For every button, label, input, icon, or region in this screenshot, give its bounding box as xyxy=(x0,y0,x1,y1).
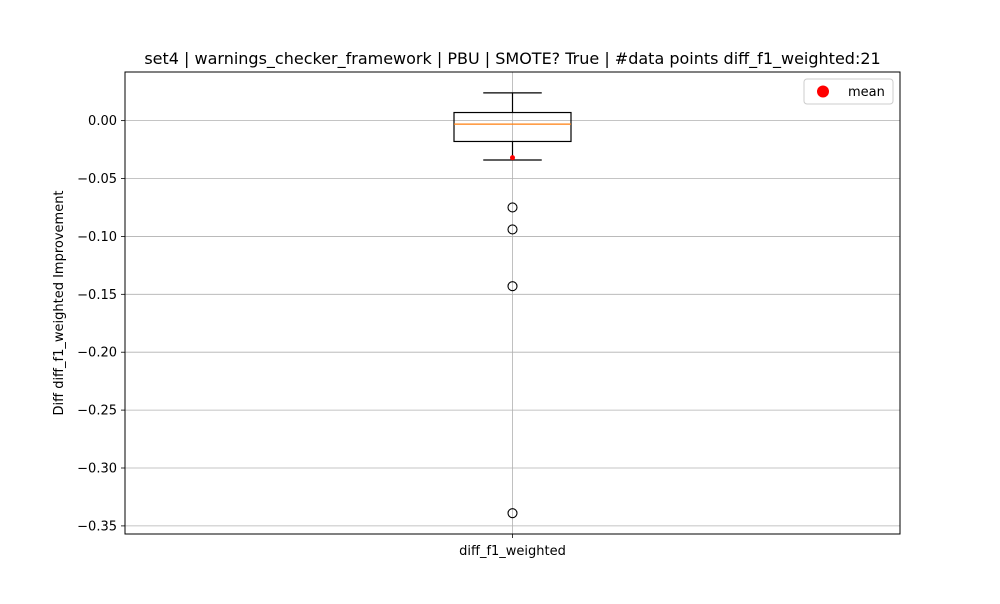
y-axis-ticks: 0.00 −0.05 −0.10 −0.15 −0.20 −0.25 −0.30 −0.35 xyxy=(77,114,125,534)
y-axis-label: Diff diff_f1_weighted Improvement xyxy=(52,190,67,415)
interquartile-box xyxy=(453,111,572,143)
outlier-point xyxy=(507,281,518,292)
y-tick-label: −0.20 xyxy=(77,346,117,361)
chart-title: set4 | warnings_checker_framework | PBU … xyxy=(144,49,880,69)
outlier-point xyxy=(507,202,518,213)
y-tick-label: −0.15 xyxy=(77,288,117,303)
plot-area-frame xyxy=(124,71,901,535)
legend: mean xyxy=(803,78,894,105)
y-tick-label: −0.35 xyxy=(77,519,117,534)
y-tick-label: −0.05 xyxy=(77,172,117,187)
x-tick-label: diff_f1_weighted xyxy=(459,544,566,559)
y-tick-label: 0.00 xyxy=(88,114,117,129)
outlier-point xyxy=(507,508,518,519)
legend-mean-marker xyxy=(817,85,829,98)
legend-frame xyxy=(803,78,894,105)
y-tick-label: −0.30 xyxy=(77,462,117,477)
x-axis-ticks: diff_f1_weighted xyxy=(459,534,566,559)
mean-point xyxy=(510,155,515,161)
outlier-point xyxy=(507,224,518,235)
legend-mean-label: mean xyxy=(848,85,885,100)
y-tick-label: −0.10 xyxy=(77,230,117,245)
y-tick-label: −0.25 xyxy=(77,404,117,419)
box-plot-series xyxy=(453,92,572,519)
